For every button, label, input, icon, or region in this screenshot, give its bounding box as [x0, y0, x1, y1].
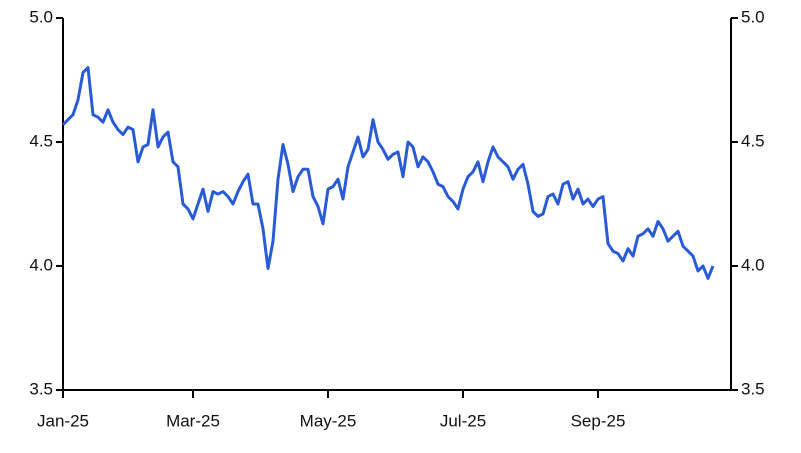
y-tick-label: 4.5	[29, 131, 53, 150]
y2-tick-label: 4.0	[741, 255, 765, 274]
y2-tick-label: 3.5	[741, 379, 765, 398]
y2-tick-label: 5.0	[741, 7, 765, 26]
x-tick-label: May-25	[300, 411, 357, 430]
y-tick-label: 3.5	[29, 379, 53, 398]
y2-tick-label: 4.5	[741, 131, 765, 150]
x-tick-label: Sep-25	[571, 411, 626, 430]
line	[61, 66, 715, 280]
x-tick-label: Jul-25	[440, 411, 486, 430]
x-tick-label: Jan-25	[37, 411, 89, 430]
y-tick-label: 4.0	[29, 255, 53, 274]
y-tick-label: 5.0	[29, 7, 53, 26]
x-tick-label: Mar-25	[166, 411, 220, 430]
